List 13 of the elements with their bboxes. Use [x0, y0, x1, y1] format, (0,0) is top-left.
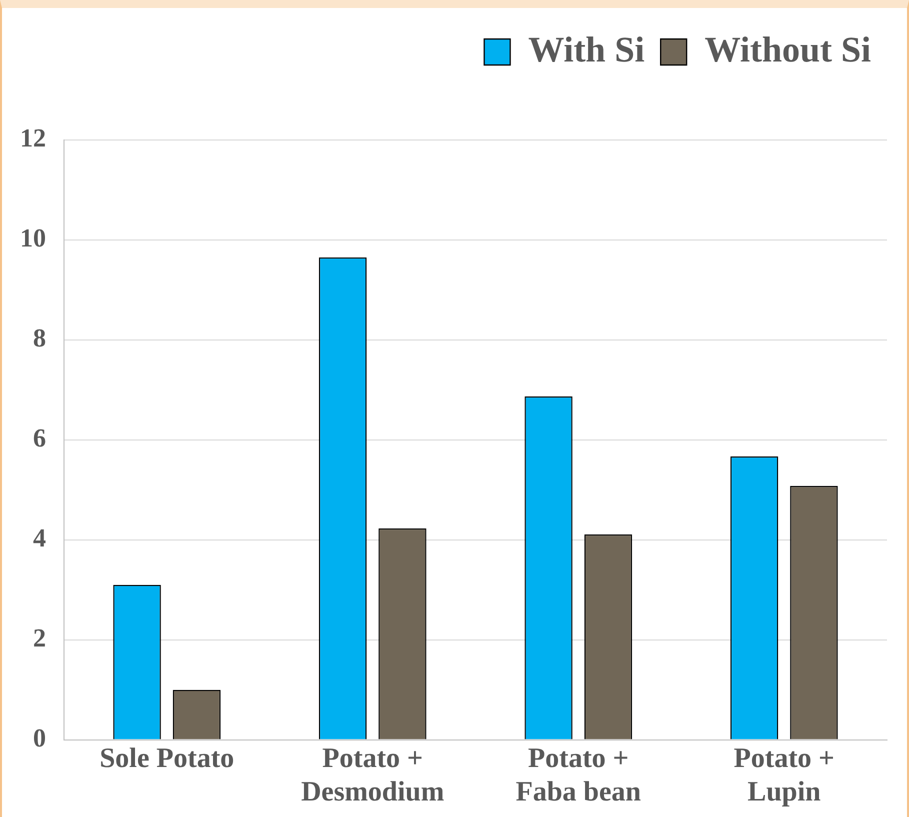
y-tick-label: 12 — [20, 124, 46, 153]
x-tick-label: Potato + Faba bean — [516, 742, 642, 808]
x-tick-label: Sole Potato — [100, 742, 234, 774]
y-tick-label: 8 — [33, 324, 46, 353]
legend-label: Without Si — [704, 29, 872, 70]
y-tick-label: 4 — [33, 524, 46, 553]
x-tick-label: Potato + Lupin — [734, 742, 834, 808]
y-tick-label: 2 — [33, 624, 46, 653]
y-tick-label: 10 — [20, 224, 46, 253]
y-tick-label: 0 — [33, 724, 46, 753]
y-tick-label: 6 — [33, 424, 46, 453]
legend-label: With Si — [528, 29, 645, 70]
x-tick-label: Potato + Desmodium — [301, 742, 444, 808]
